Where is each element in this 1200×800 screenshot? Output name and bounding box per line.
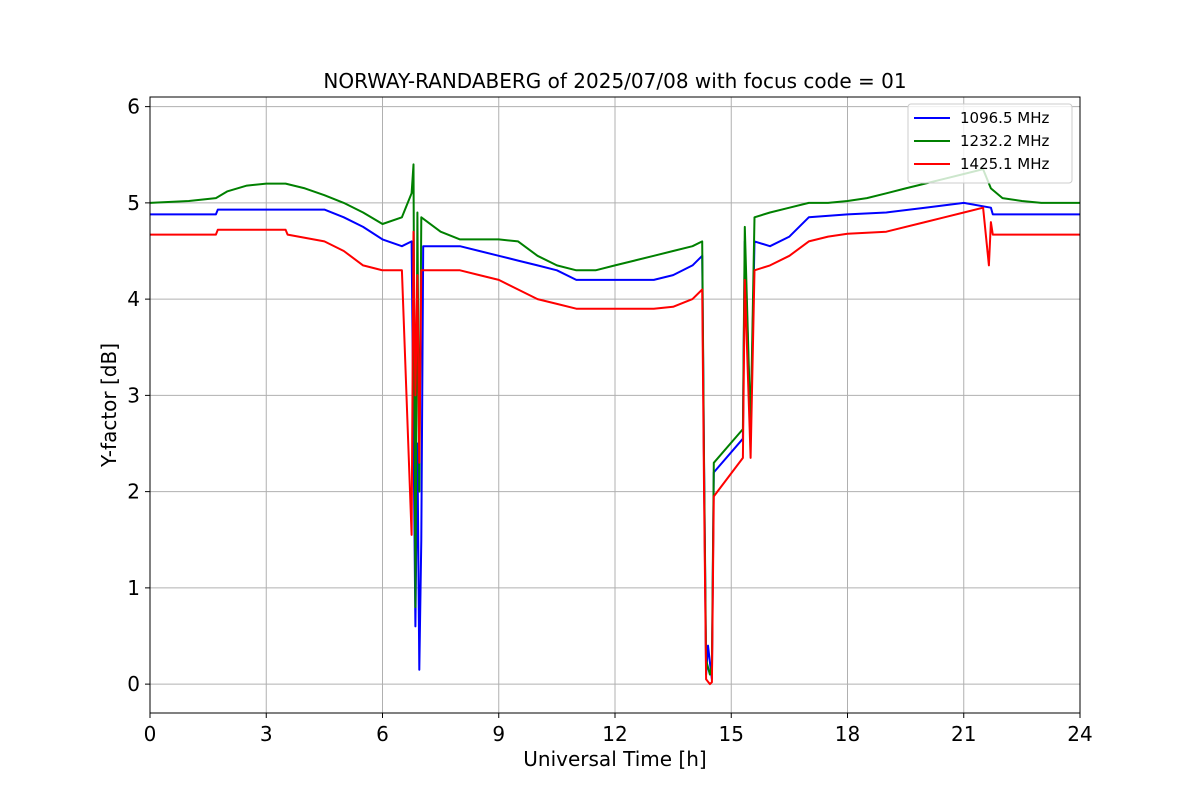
series-line-3 xyxy=(150,206,1080,686)
series-line-1 xyxy=(150,201,1080,681)
x-tick-label: 6 xyxy=(376,722,389,746)
chart-title: NORWAY-RANDABERG of 2025/07/08 with focu… xyxy=(323,69,906,93)
y-tick-label: 2 xyxy=(127,480,140,504)
y-tick-label: 0 xyxy=(127,672,140,696)
legend: 1096.5 MHz 1232.2 MHz 1425.1 MHz xyxy=(907,103,1073,184)
x-tick-label: 21 xyxy=(951,722,976,746)
y-tick-label: 1 xyxy=(127,576,140,600)
x-tick-label: 18 xyxy=(835,722,860,746)
y-tick-label: 3 xyxy=(127,383,140,407)
y-axis: 0 1 2 3 4 5 6 xyxy=(127,95,150,696)
legend-label: 1232.2 MHz xyxy=(960,132,1049,150)
x-tick-label: 15 xyxy=(719,722,744,746)
x-tick-label: 3 xyxy=(260,722,273,746)
series-line-2 xyxy=(149,163,1080,676)
legend-label: 1425.1 MHz xyxy=(960,155,1049,173)
y-tick-label: 6 xyxy=(127,95,140,119)
x-tick-label: 9 xyxy=(492,722,505,746)
x-tick-label: 12 xyxy=(602,722,627,746)
y-tick-label: 4 xyxy=(127,287,140,311)
legend-label: 1096.5 MHz xyxy=(960,109,1049,127)
x-axis-label: Universal Time [h] xyxy=(523,747,706,771)
plot-area xyxy=(149,96,1081,714)
y-axis-label: Y-factor [dB] xyxy=(97,343,121,468)
x-tick-label: 24 xyxy=(1067,722,1092,746)
y-tick-label: 5 xyxy=(127,191,140,215)
x-tick-label: 0 xyxy=(144,722,157,746)
series-layer xyxy=(149,163,1080,686)
x-axis: 0 3 6 9 12 15 18 21 24 xyxy=(144,713,1093,746)
